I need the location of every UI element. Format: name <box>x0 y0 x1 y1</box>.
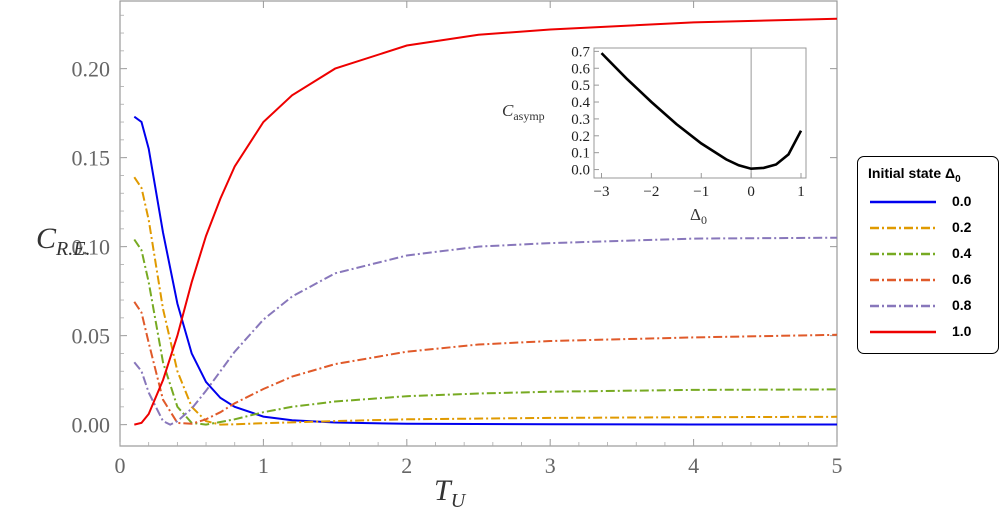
series-line-1-0 <box>134 17 838 426</box>
inset-series-line <box>600 52 803 171</box>
inset-x-axis-title: Δ0 <box>690 205 707 227</box>
legend-label: 0.0 <box>952 193 972 209</box>
inset-y-tick-label: 0.4 <box>571 95 590 111</box>
main-series-group <box>133 17 838 426</box>
y-tick-label: 0.20 <box>72 57 111 82</box>
inset-x-tick-label: 0 <box>747 184 755 200</box>
y-tick-label: 0.05 <box>72 324 111 349</box>
inset-plot-border <box>593 47 807 179</box>
inset-y-tick-label: 0.0 <box>571 163 590 179</box>
legend-swatch <box>870 200 936 204</box>
x-tick-label: 4 <box>688 453 699 478</box>
y-axis-title: CR.E. <box>36 222 90 260</box>
x-axis-title: TU <box>434 474 467 511</box>
inset-x-tick-label: 1 <box>797 184 805 200</box>
legend-label: 0.8 <box>952 297 972 313</box>
legend-entry: 0.2 <box>868 217 996 239</box>
series-line-0-4 <box>133 238 838 426</box>
series-line-0-8 <box>133 236 838 426</box>
inset-y-tick-label: 0.2 <box>571 129 590 145</box>
x-tick-label: 5 <box>832 453 843 478</box>
series-line-0-2 <box>133 176 838 426</box>
x-tick-label: 2 <box>401 453 412 478</box>
inset-y-tick-label: 0.5 <box>571 78 590 94</box>
x-tick-label: 1 <box>258 453 269 478</box>
y-tick-label: 0.10 <box>72 235 111 260</box>
x-tick-label: 3 <box>545 453 556 478</box>
x-tick-label: 0 <box>115 453 126 478</box>
legend: Initial state Δ0 0.0 0.2 0.4 0.6 0.8 1.0 <box>857 156 999 354</box>
series-line-0-0 <box>133 115 837 426</box>
inset-x-tick-label: −3 <box>593 184 609 200</box>
inset-y-axis-title: Casymp <box>502 101 545 123</box>
legend-title: Initial state Δ0 <box>868 165 961 185</box>
legend-entry: 0.8 <box>868 295 996 317</box>
inset-x-tick-label: −1 <box>693 184 709 200</box>
y-tick-label: 0.15 <box>72 146 111 171</box>
series-line-0-6 <box>133 301 838 425</box>
legend-swatch <box>870 252 936 256</box>
legend-label: 1.0 <box>952 323 972 339</box>
inset-background <box>530 36 820 226</box>
inset-y-tick-label: 0.1 <box>571 146 590 162</box>
main-plot-border <box>119 0 838 447</box>
legend-entry: 1.0 <box>868 321 996 343</box>
legend-entry: 0.4 <box>868 243 996 265</box>
main-plot-frame <box>119 0 838 447</box>
inset-y-tick-label: 0.7 <box>571 44 590 60</box>
main-axis-ticks: 0 1 2 3 4 50.000.050.100.150.20 <box>72 1 843 478</box>
legend-entry: 0.0 <box>868 191 996 213</box>
inset-chart: −3 −2 −1 0 1 0.00.10.20.30.40.50.60.7 Casymp Δ0 <box>502 36 820 227</box>
legend-swatch <box>870 330 936 334</box>
inset-y-tick-label: 0.3 <box>571 112 590 128</box>
legend-swatch <box>870 278 936 282</box>
legend-entry: 0.6 <box>868 269 996 291</box>
legend-label: 0.2 <box>952 219 972 235</box>
legend-label: 0.4 <box>952 245 972 261</box>
legend-label: 0.6 <box>952 271 972 287</box>
y-tick-label: 0.00 <box>72 413 111 438</box>
legend-swatch <box>870 226 936 230</box>
legend-swatch <box>870 304 936 308</box>
inset-x-tick-label: −2 <box>643 184 659 200</box>
inset-y-tick-label: 0.6 <box>571 61 590 77</box>
